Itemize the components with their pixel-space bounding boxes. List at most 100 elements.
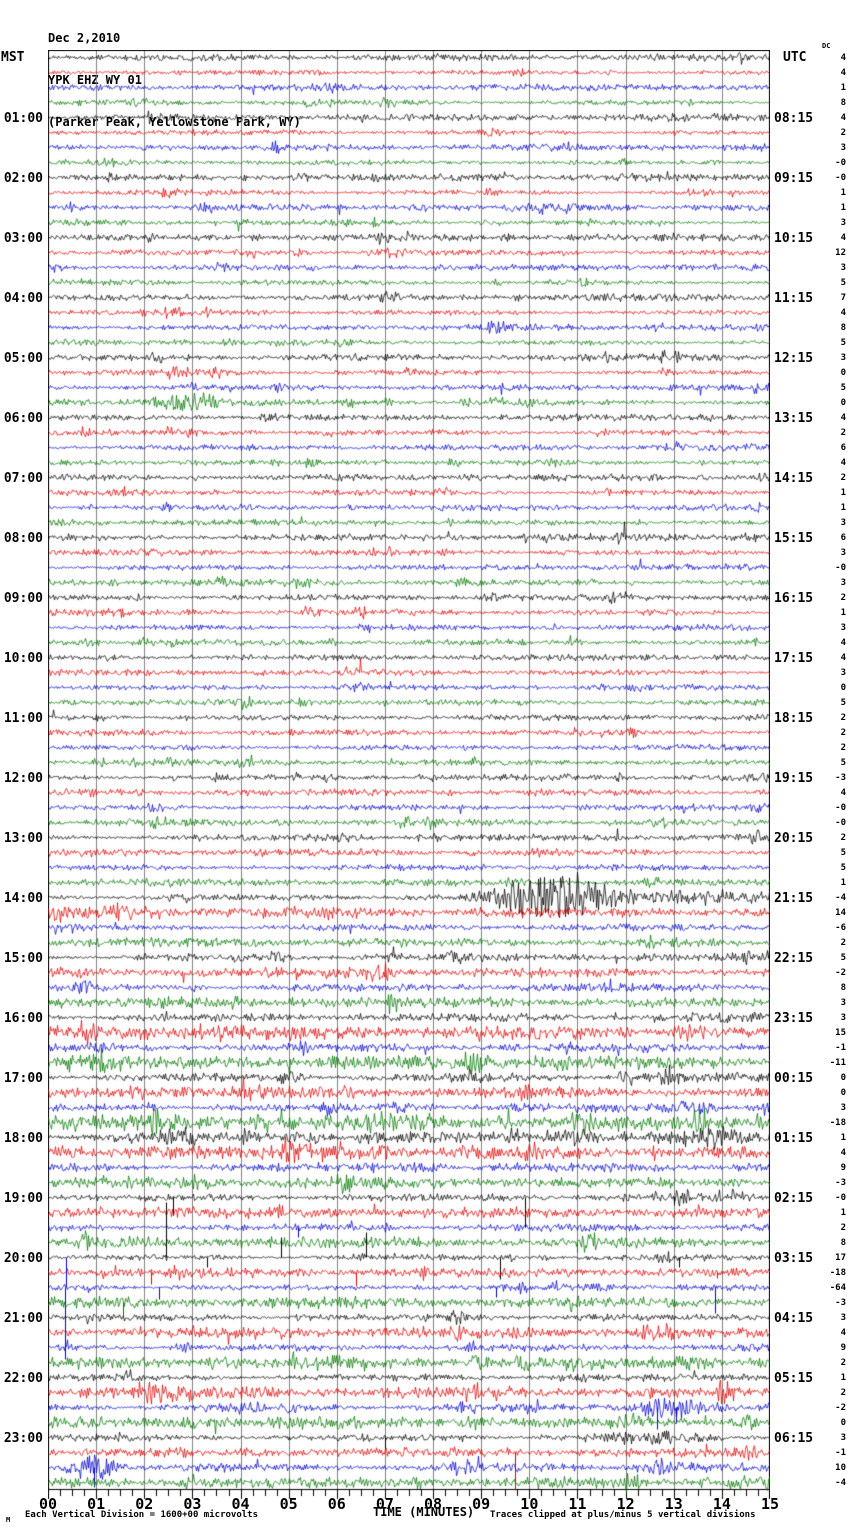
dc-offset-value: 1 [840,487,846,498]
dc-offset-value: 3 [840,622,846,633]
dc-offset-value: 2 [840,712,846,723]
dc-offset-value: 12 [835,247,846,258]
x-axis-tick-label: 14 [712,1495,731,1513]
dc-offset-value: -18 [829,1267,846,1278]
dc-offset-value: 2 [840,727,846,738]
utc-hour-label: 17:15 [774,650,814,666]
mst-hour-label: 23:00 [3,1430,43,1446]
dc-offset-value: -1 [835,1447,846,1458]
dc-offset-value: 8 [840,97,846,108]
dc-offset-value: 5 [840,757,846,768]
dc-offset-value: 3 [840,142,846,153]
utc-hour-label: 05:15 [774,1370,814,1386]
dc-offset-value: 0 [840,1417,846,1428]
utc-hour-label: 10:15 [774,230,814,246]
dc-offset-value: 2 [840,742,846,753]
dc-offset-value: 8 [840,1237,846,1248]
dc-offset-value: 3 [840,1102,846,1113]
dc-offset-value: -3 [835,1297,846,1308]
mst-hour-label: 19:00 [3,1190,43,1206]
utc-hour-label: 21:15 [774,890,814,906]
dc-offset-value: 4 [840,52,846,63]
dc-offset-value: -64 [829,1282,846,1293]
utc-hour-label: 18:15 [774,710,814,726]
utc-hour-label: 22:15 [774,950,814,966]
dc-offset-value: 1 [840,202,846,213]
dc-offset-value: 0 [840,1072,846,1083]
dc-offset-value: 1 [840,82,846,93]
dc-offset-value: 2 [840,127,846,138]
mst-hour-label: 12:00 [3,770,43,786]
dc-offset-value: -3 [835,772,846,783]
dc-offset-value: -0 [835,817,846,828]
dc-offset-value: 6 [840,532,846,543]
right-axis-title: UTC [783,50,807,65]
x-axis-tick-label: 01 [87,1495,106,1513]
dc-offset-value: 3 [840,217,846,228]
x-axis-tick-label: 05 [279,1495,298,1513]
x-axis-tick-label: 12 [616,1495,635,1513]
dc-offset-value: 1 [840,1207,846,1218]
mst-hour-label: 03:00 [3,230,43,246]
utc-hour-label: 01:15 [774,1130,814,1146]
mst-hour-label: 11:00 [3,710,43,726]
x-axis-tick-label: 09 [472,1495,491,1513]
utc-hour-label: 12:15 [774,350,814,366]
seismogram-plot-canvas [48,50,770,1502]
dc-offset-value: -6 [835,922,846,933]
utc-hour-label: 19:15 [774,770,814,786]
dc-offset-value: 4 [840,1147,846,1158]
mst-hour-label: 22:00 [3,1370,43,1386]
dc-offset-value: -4 [835,892,846,903]
utc-hour-label: 13:15 [774,410,814,426]
dc-offset-value: -0 [835,802,846,813]
x-axis-tick-label: 00 [38,1495,58,1513]
utc-hour-label: 03:15 [774,1250,814,1266]
dc-offset-value: 1 [840,607,846,618]
mst-hour-label: 18:00 [3,1130,43,1146]
mst-hour-label: 14:00 [3,890,43,906]
mst-hour-label: 13:00 [3,830,43,846]
dc-offset-value: 3 [840,577,846,588]
dc-offset-value: 5 [840,862,846,873]
dc-offset-value: 4 [840,412,846,423]
dc-offset-value: -0 [835,157,846,168]
dc-offset-value: 5 [840,952,846,963]
clipping-note: Traces clipped at plus/minus 5 vertical … [490,1510,756,1520]
dc-offset-value: 5 [840,277,846,288]
dc-offset-value: 2 [840,1357,846,1368]
dc-offset-value: 9 [840,1162,846,1173]
x-axis-title: TIME (MINUTES) [373,1505,475,1519]
dc-offset-value: 2 [840,472,846,483]
dc-offset-value: 0 [840,682,846,693]
dc-offset-value: -1 [835,1042,846,1053]
dc-offset-value: 7 [840,292,846,303]
dc-offset-value: 17 [835,1252,846,1263]
dc-offset-value: 4 [840,637,846,648]
dc-offset-value: -18 [829,1117,846,1128]
corner-mark: M [6,1516,11,1524]
mst-hour-label: 10:00 [3,650,43,666]
utc-hour-label: 14:15 [774,470,814,486]
dc-offset-value: 4 [840,112,846,123]
dc-offset-value: 4 [840,652,846,663]
dc-offset-value: 3 [840,997,846,1008]
dc-offset-value: 5 [840,382,846,393]
utc-hour-label: 04:15 [774,1310,814,1326]
dc-offset-value: -4 [835,1477,846,1488]
dc-offset-value: 6 [840,442,846,453]
dc-offset-value: 2 [840,427,846,438]
utc-hour-label: 11:15 [774,290,814,306]
dc-offset-value: 8 [840,982,846,993]
dc-offset-value: 0 [840,397,846,408]
dc-offset-value: 3 [840,547,846,558]
x-axis-tick-label: 07 [375,1495,394,1513]
mst-hour-label: 20:00 [3,1250,43,1266]
dc-offset-value: 8 [840,322,846,333]
x-axis-tick-label: 04 [231,1495,250,1513]
dc-offset-value: 4 [840,232,846,243]
utc-hour-label: 00:15 [774,1070,814,1086]
utc-hour-label: 08:15 [774,110,814,126]
header-date: Dec 2,2010 [48,31,121,45]
x-axis-tick-label: 13 [664,1495,683,1513]
